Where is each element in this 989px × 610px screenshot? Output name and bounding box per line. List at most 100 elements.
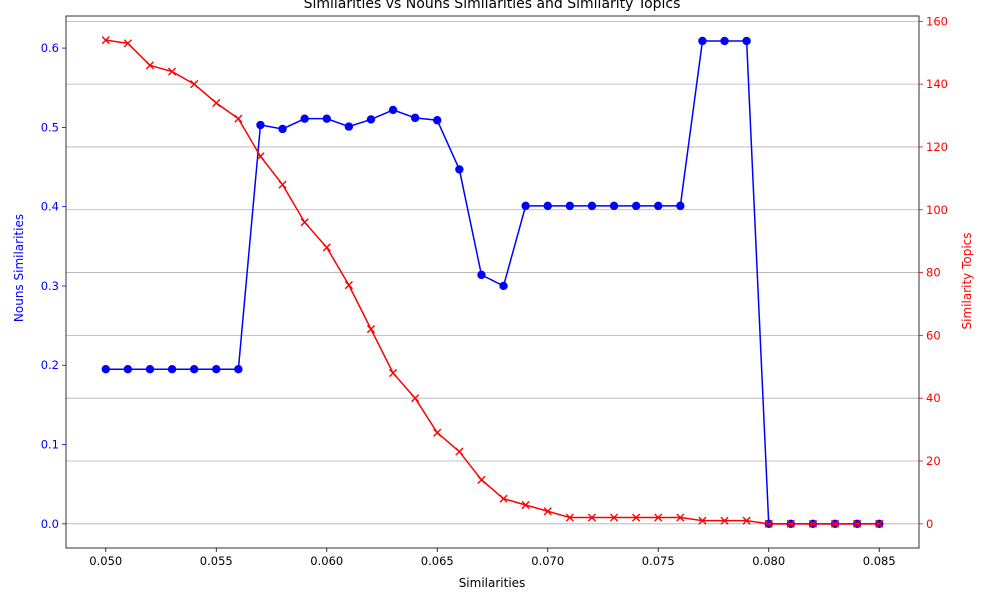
similarity-topics-point xyxy=(123,39,132,48)
similarity-topics-point xyxy=(145,61,155,70)
similarity-topics-point xyxy=(830,519,840,528)
nouns-similarities-point xyxy=(609,201,619,211)
nouns-similarities-point xyxy=(521,201,530,211)
chart-title: Similarities vs Nouns Similarities and S… xyxy=(304,0,681,12)
similarity-topics-point xyxy=(388,368,398,378)
x-tick-label: 0.075 xyxy=(642,554,675,568)
similarity-topics-point xyxy=(742,516,751,525)
nouns-similarities-point xyxy=(366,115,376,124)
nouns-similarities-point xyxy=(300,114,309,123)
similarity-topics-point xyxy=(300,218,309,227)
similarity-topics-point xyxy=(764,519,773,528)
left-y-tick-label: 0.4 xyxy=(41,200,59,214)
x-tick-label: 0.085 xyxy=(863,554,896,568)
nouns-similarities-point xyxy=(631,201,641,211)
nouns-similarities-point xyxy=(101,365,110,374)
similarity-topics-point xyxy=(853,519,862,528)
right-y-tick-label: 20 xyxy=(926,454,941,468)
similarity-topics-point xyxy=(676,513,685,522)
similarity-topics-point xyxy=(587,513,597,522)
left-y-axis-label: Nouns Similarities xyxy=(12,214,26,322)
nouns-similarities-point xyxy=(742,36,751,46)
right-y-axis-label: Similarity Topics xyxy=(960,233,974,330)
x-tick-label: 0.080 xyxy=(752,554,785,568)
left-y-tick-label: 0.3 xyxy=(41,279,59,293)
x-tick-label: 0.055 xyxy=(200,554,233,568)
nouns-similarities-point xyxy=(477,270,486,280)
left-y-tick-label: 0.1 xyxy=(41,438,59,452)
plot-frame xyxy=(65,15,920,549)
similarity-topics-point xyxy=(565,513,574,522)
similarity-topics-point xyxy=(256,152,265,161)
nouns-similarities-point xyxy=(167,365,177,374)
nouns-similarities-point xyxy=(322,114,331,123)
similarity-topics-point xyxy=(632,513,641,522)
nouns-similarities-point xyxy=(344,122,354,131)
axis-labels: Similarities vs Nouns Similarities and S… xyxy=(12,0,974,590)
nouns-similarities-point xyxy=(410,113,420,123)
x-tick-label: 0.050 xyxy=(89,554,122,568)
similarity-topics-point xyxy=(477,475,486,484)
similarity-topics-point xyxy=(344,281,353,290)
similarity-topics-point xyxy=(455,447,464,456)
similarity-topics-point xyxy=(786,519,795,528)
similarity-topics-point xyxy=(411,394,420,403)
similarity-topics-point xyxy=(101,36,110,45)
left-y-tick-label: 0.6 xyxy=(41,41,59,55)
similarity-topics-point xyxy=(278,180,287,189)
nouns-similarities-point xyxy=(698,36,707,46)
x-tick-label: 0.065 xyxy=(421,554,454,568)
similarity-topics-point xyxy=(698,516,707,525)
similarity-topics-line xyxy=(105,39,880,525)
x-axis-label: Similarities xyxy=(459,576,526,590)
similarity-topics-point xyxy=(808,519,818,528)
nouns-similarities-point xyxy=(499,281,508,291)
nouns-similarities-point xyxy=(145,365,155,374)
right-y-tick-label: 100 xyxy=(926,203,948,217)
left-y-tick-label: 0.0 xyxy=(41,517,59,531)
right-y-tick-label: 120 xyxy=(926,140,948,154)
similarity-topics-point xyxy=(654,513,663,522)
nouns-similarities-point xyxy=(278,124,287,134)
right-y-tick-label: 140 xyxy=(926,77,948,91)
nouns-similarities-point xyxy=(654,201,663,211)
similarity-topics-point xyxy=(521,500,530,510)
similarity-topics-point xyxy=(322,243,331,252)
nouns-similarities-point xyxy=(433,116,442,125)
axes: 0.050 0.055 0.060 0.065 0.070 0.075 0.080 0.085… xyxy=(41,14,948,568)
left-y-tick-label: 0.5 xyxy=(41,120,59,134)
nouns-similarities-point xyxy=(587,201,597,211)
nouns-similarities-point xyxy=(676,201,685,211)
similarity-topics-point xyxy=(433,428,442,437)
similarity-topics-point xyxy=(875,519,884,528)
similarity-topics-point xyxy=(720,516,729,525)
left-y-tick-label: 0.2 xyxy=(41,358,59,372)
grid-lines xyxy=(66,20,919,525)
similarity-topics-point xyxy=(499,494,508,503)
similarity-topics-series xyxy=(101,36,884,528)
right-y-tick-label: 0 xyxy=(926,517,933,531)
nouns-similarities-point xyxy=(720,36,729,46)
x-tick-label: 0.060 xyxy=(310,554,343,568)
similarity-topics-point xyxy=(366,325,376,334)
similarity-topics-point xyxy=(543,507,552,516)
nouns-similarities-point xyxy=(189,365,199,374)
right-y-tick-label: 40 xyxy=(926,391,941,405)
right-y-tick-label: 160 xyxy=(926,14,948,28)
nouns-similarities-point xyxy=(543,201,552,211)
similarity-topics-point xyxy=(212,98,221,108)
nouns-similarities-point xyxy=(256,120,265,130)
nouns-similarities-point xyxy=(212,365,221,374)
x-tick-label: 0.070 xyxy=(531,554,564,568)
similarity-topics-point xyxy=(234,114,243,123)
nouns-similarities-point xyxy=(565,201,575,211)
similarity-topics-point xyxy=(190,80,199,89)
nouns-similarities-point xyxy=(455,165,464,174)
similarity-topics-point xyxy=(609,513,619,522)
right-y-tick-label: 60 xyxy=(926,328,941,342)
nouns-similarities-point xyxy=(234,365,243,374)
nouns-similarities-point xyxy=(388,105,398,115)
similarity-topics-point xyxy=(167,67,177,76)
nouns-similarities-point xyxy=(123,365,133,374)
